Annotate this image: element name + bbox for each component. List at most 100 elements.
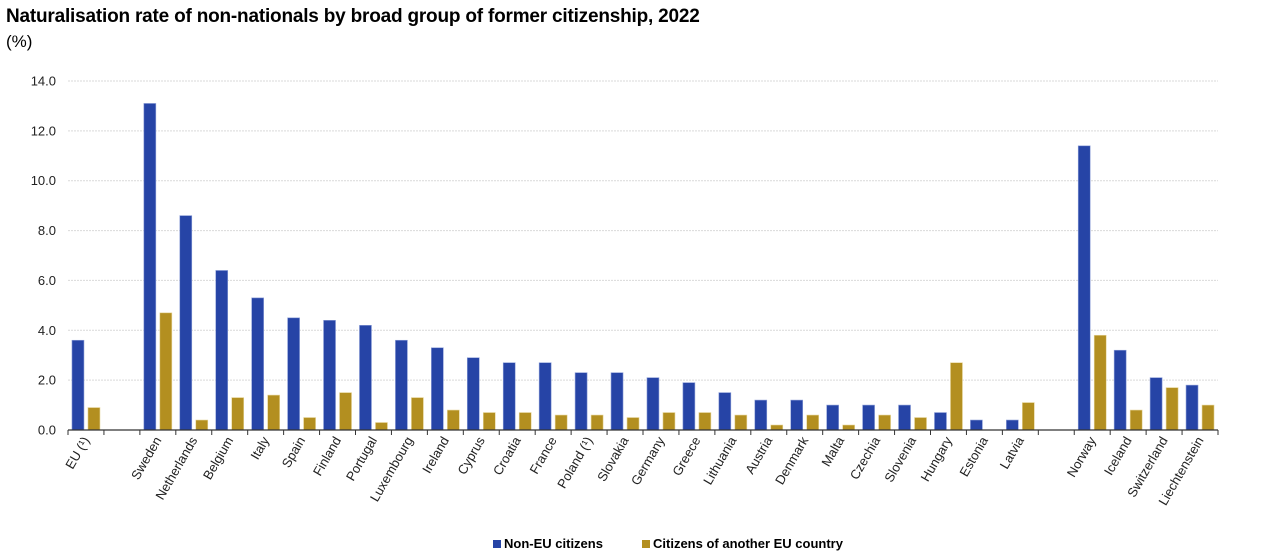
- x-category-label: Poland (¹): [554, 434, 596, 491]
- x-category-label: Italy: [247, 434, 272, 463]
- bar-non-eu: [538, 362, 552, 431]
- bar-other-eu: [518, 412, 532, 431]
- x-category-label: Denmark: [772, 434, 812, 488]
- bar-non-eu: [395, 339, 408, 431]
- legend-label-other-eu: Citizens of another EU country: [653, 536, 843, 551]
- legend-item-non-eu: Non-EU citizens: [493, 536, 603, 551]
- x-category-label: EU (¹): [62, 434, 92, 472]
- bar-non-eu: [682, 382, 696, 431]
- bars: [71, 103, 1215, 431]
- bar-other-eu: [447, 409, 460, 431]
- bar-non-eu: [898, 404, 911, 431]
- bar-other-eu: [734, 414, 748, 431]
- bar-non-eu: [790, 399, 804, 431]
- bar-non-eu: [1185, 384, 1199, 431]
- chart-title: Naturalisation rate of non-nationals by …: [6, 6, 700, 27]
- bar-non-eu: [1077, 145, 1091, 431]
- legend-swatch-other-eu: [642, 539, 650, 548]
- bar-non-eu: [1149, 377, 1163, 431]
- x-axis: [67, 429, 1219, 435]
- bar-non-eu: [143, 103, 157, 431]
- y-tick-label: 14.0: [31, 74, 56, 89]
- bar-non-eu: [502, 362, 516, 431]
- bar-non-eu: [179, 215, 193, 431]
- x-category-label: Latvia: [997, 433, 1028, 471]
- bar-other-eu: [806, 414, 820, 431]
- bar-other-eu: [554, 414, 568, 431]
- legend-item-other-eu: Citizens of another EU country: [642, 536, 843, 551]
- bar-non-eu: [251, 297, 264, 431]
- bar-other-eu: [267, 394, 280, 431]
- x-category-label: Germany: [628, 434, 668, 488]
- x-category-label: Iceland: [1101, 434, 1135, 478]
- x-category-label: Hungary: [918, 434, 956, 484]
- x-category-label: Estonia: [956, 433, 991, 479]
- bar-other-eu: [950, 362, 963, 431]
- y-tick-label: 10.0: [31, 173, 56, 188]
- bar-non-eu: [71, 339, 85, 431]
- x-category-label: Norway: [1064, 434, 1099, 480]
- bar-other-eu: [662, 412, 676, 431]
- bar-non-eu: [610, 372, 624, 431]
- bar-non-eu: [862, 404, 875, 431]
- bar-non-eu: [1113, 349, 1127, 431]
- y-tick-label: 4.0: [38, 323, 56, 338]
- bar-other-eu: [482, 412, 496, 431]
- bar-other-eu: [590, 414, 604, 431]
- bar-other-eu: [1022, 402, 1035, 431]
- bar-other-eu: [411, 397, 424, 431]
- x-category-label: Czechia: [847, 433, 884, 482]
- bar-other-eu: [1129, 409, 1143, 431]
- x-category-label: Ireland: [419, 434, 452, 476]
- x-category-label: Sweden: [128, 434, 164, 482]
- bar-non-eu: [215, 270, 229, 431]
- bar-non-eu: [934, 412, 947, 431]
- bar-non-eu: [359, 324, 372, 431]
- bar-non-eu: [287, 317, 300, 431]
- x-category-label: Malta: [818, 433, 847, 469]
- bar-non-eu: [646, 377, 660, 431]
- y-tick-label: 12.0: [31, 123, 56, 138]
- bar-other-eu: [87, 407, 101, 431]
- x-category-label: France: [527, 434, 560, 477]
- legend-swatch-non-eu: [493, 539, 501, 548]
- bar-non-eu: [826, 404, 839, 431]
- bar-other-eu: [231, 397, 245, 431]
- bar-other-eu: [159, 312, 173, 431]
- bar-other-eu: [303, 417, 316, 431]
- bar-other-eu: [770, 424, 784, 431]
- x-category-label: Spain: [279, 434, 309, 470]
- legend-label-non-eu: Non-EU citizens: [504, 536, 603, 551]
- y-tick-label: 8.0: [38, 223, 56, 238]
- x-category-label: Finland: [310, 434, 344, 478]
- y-tick-label: 0.0: [38, 423, 56, 438]
- x-category-label: Cyprus: [454, 434, 488, 478]
- bar-other-eu: [878, 414, 891, 431]
- x-category-label: Belgium: [200, 434, 236, 482]
- gridlines: [68, 80, 1218, 381]
- x-category-label: Slovakia: [594, 433, 632, 484]
- bar-other-eu: [339, 392, 352, 431]
- y-axis-ticks: 0.0 2.0 4.0 6.0 8.0 10.0 12.0 14.0: [31, 74, 56, 438]
- x-category-label: Austria: [742, 433, 776, 476]
- bar-other-eu: [1165, 387, 1179, 431]
- bar-non-eu: [323, 320, 336, 431]
- y-tick-label: 2.0: [38, 373, 56, 388]
- bar-other-eu: [1093, 334, 1107, 431]
- bar-non-eu: [1006, 419, 1019, 431]
- bar-other-eu: [914, 417, 927, 431]
- bar-non-eu: [431, 347, 444, 431]
- y-tick-label: 6.0: [38, 273, 56, 288]
- bar-non-eu: [574, 372, 588, 431]
- legend: Non-EU citizens Citizens of another EU c…: [0, 536, 1280, 551]
- bar-other-eu: [195, 419, 209, 431]
- bar-non-eu: [466, 357, 480, 431]
- bar-other-eu: [698, 412, 712, 431]
- bar-other-eu: [626, 417, 640, 431]
- chart-subtitle: (%): [6, 32, 33, 51]
- x-category-label: Croatia: [490, 433, 524, 477]
- x-category-label: Greece: [669, 434, 703, 478]
- x-category-label: Lithuania: [700, 433, 740, 487]
- x-category-label: Slovenia: [881, 433, 919, 484]
